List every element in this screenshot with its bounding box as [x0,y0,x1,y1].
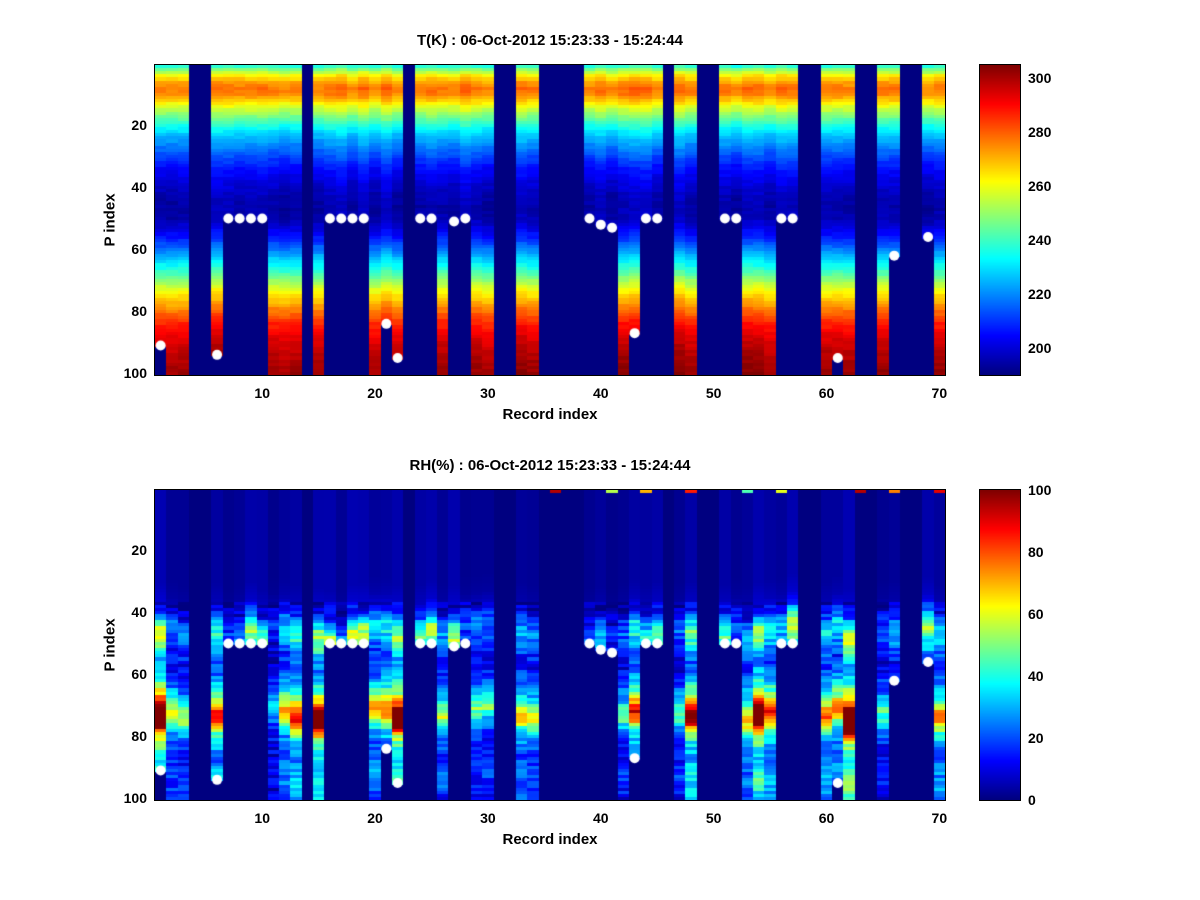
y-tick-label: 60 [131,241,147,258]
colorbar-tick-label: 40 [1028,668,1044,684]
y-tick-label: 100 [123,365,147,382]
x-tick-label: 30 [480,385,496,401]
x-tick-label: 30 [480,810,496,826]
y-tick-label: 20 [131,542,147,559]
humidity-colorbar-canvas [980,490,1020,800]
humidity-y-axis-label: P index [101,618,119,672]
colorbar-tick-label: 100 [1028,482,1052,498]
x-tick-label: 60 [818,810,835,826]
x-tick-label: 50 [705,385,722,401]
temperature-colorbar-canvas [980,65,1020,375]
x-tick-label: 10 [254,810,270,826]
colorbar-tick-label: 280 [1028,124,1052,141]
humidity-plot-area [154,489,946,801]
temperature-plot-area [154,64,946,376]
y-tick-label: 40 [131,179,147,196]
x-tick-label: 40 [592,810,609,826]
y-tick-label: 80 [131,728,147,745]
humidity-x-axis-label: Record index [502,831,598,848]
x-tick-label: 20 [367,810,383,826]
x-tick-label: 40 [592,385,609,401]
y-tick-label: 20 [131,117,147,134]
colorbar-tick-label: 260 [1028,178,1052,195]
temperature-chart-title: T(K) : 06-Oct-2012 15:23:33 - 15:24:44 [417,32,683,49]
x-tick-label: 50 [705,810,722,826]
y-tick-label: 60 [131,666,147,683]
y-tick-label: 100 [123,790,147,807]
humidity-colorbar [979,489,1021,801]
colorbar-tick-label: 0 [1028,792,1036,808]
colorbar-tick-label: 80 [1028,544,1044,560]
humidity-heatmap-canvas [155,490,945,800]
colorbar-tick-label: 60 [1028,606,1044,622]
y-tick-label: 80 [131,303,147,320]
colorbar-tick-label: 200 [1028,340,1052,357]
x-tick-label: 70 [931,810,948,826]
colorbar-tick-label: 300 [1028,70,1052,87]
temperature-colorbar [979,64,1021,376]
x-tick-label: 20 [367,385,383,401]
colorbar-tick-label: 240 [1028,232,1052,249]
temperature-y-axis-label: P index [101,193,119,247]
colorbar-tick-label: 20 [1028,730,1044,746]
x-tick-label: 60 [818,385,835,401]
x-tick-label: 10 [254,385,270,401]
humidity-chart-title: RH(%) : 06-Oct-2012 15:23:33 - 15:24:44 [409,457,691,474]
colorbar-tick-label: 220 [1028,286,1052,303]
temperature-x-axis-label: Record index [502,406,598,423]
x-tick-label: 70 [931,385,948,401]
y-tick-label: 40 [131,604,147,621]
temperature-heatmap-canvas [155,65,945,375]
